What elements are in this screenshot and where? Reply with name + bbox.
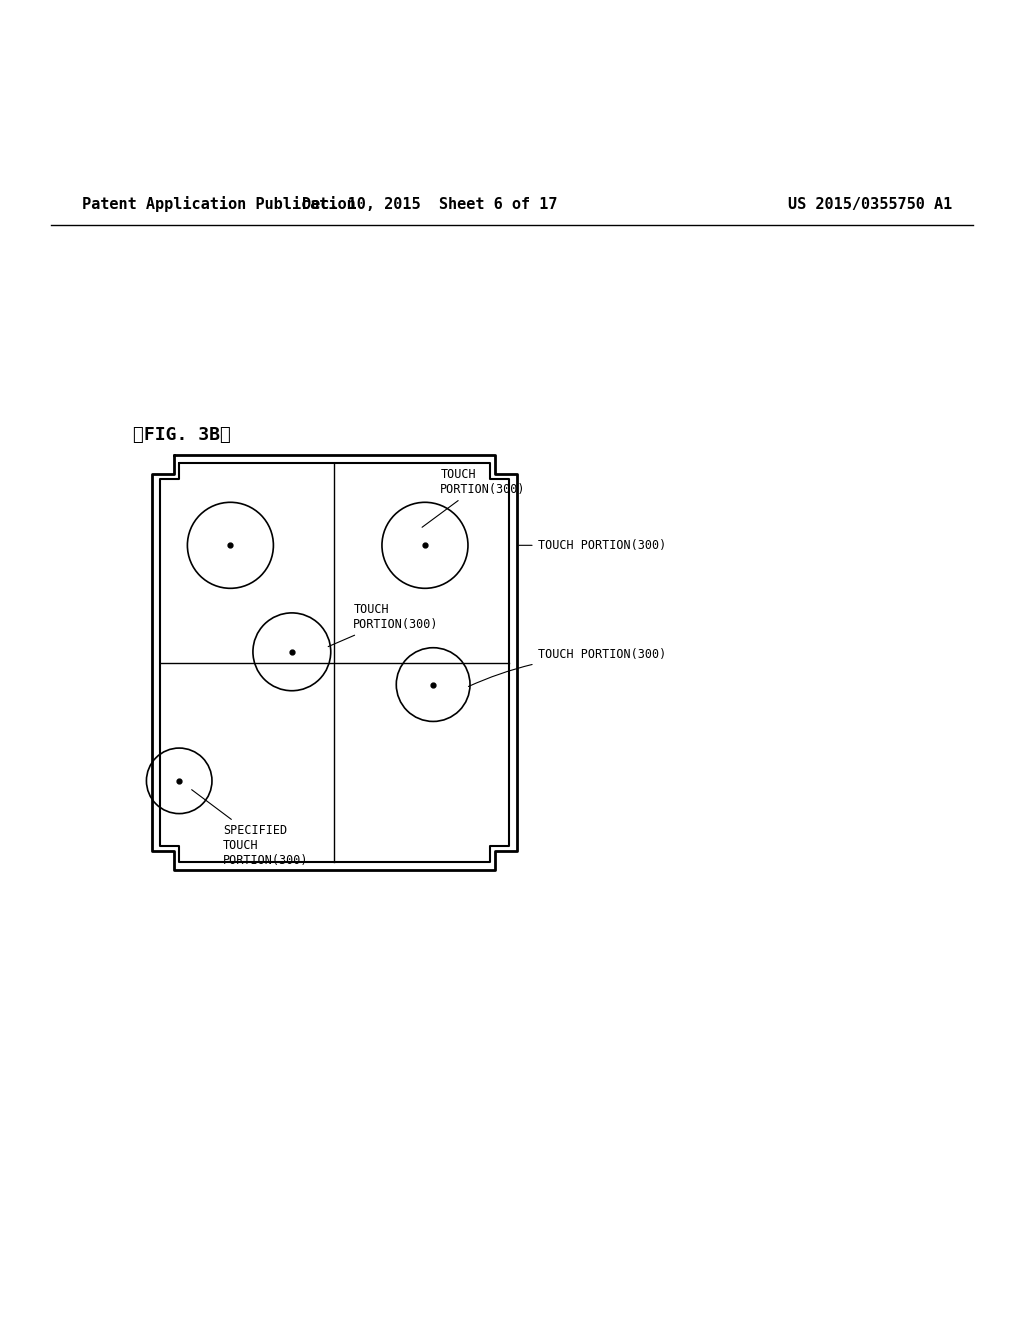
Text: 【FIG. 3B】: 【FIG. 3B】: [133, 426, 231, 444]
Text: SPECIFIED
TOUCH
PORTION(300): SPECIFIED TOUCH PORTION(300): [191, 789, 308, 867]
Text: TOUCH PORTION(300): TOUCH PORTION(300): [468, 648, 666, 686]
Text: TOUCH
PORTION(300): TOUCH PORTION(300): [422, 469, 525, 527]
Text: US 2015/0355750 A1: US 2015/0355750 A1: [788, 197, 952, 211]
Text: Patent Application Publication: Patent Application Publication: [82, 197, 355, 213]
Text: TOUCH
PORTION(300): TOUCH PORTION(300): [328, 603, 438, 647]
Text: TOUCH PORTION(300): TOUCH PORTION(300): [519, 539, 666, 552]
Text: Dec. 10, 2015  Sheet 6 of 17: Dec. 10, 2015 Sheet 6 of 17: [302, 197, 558, 211]
